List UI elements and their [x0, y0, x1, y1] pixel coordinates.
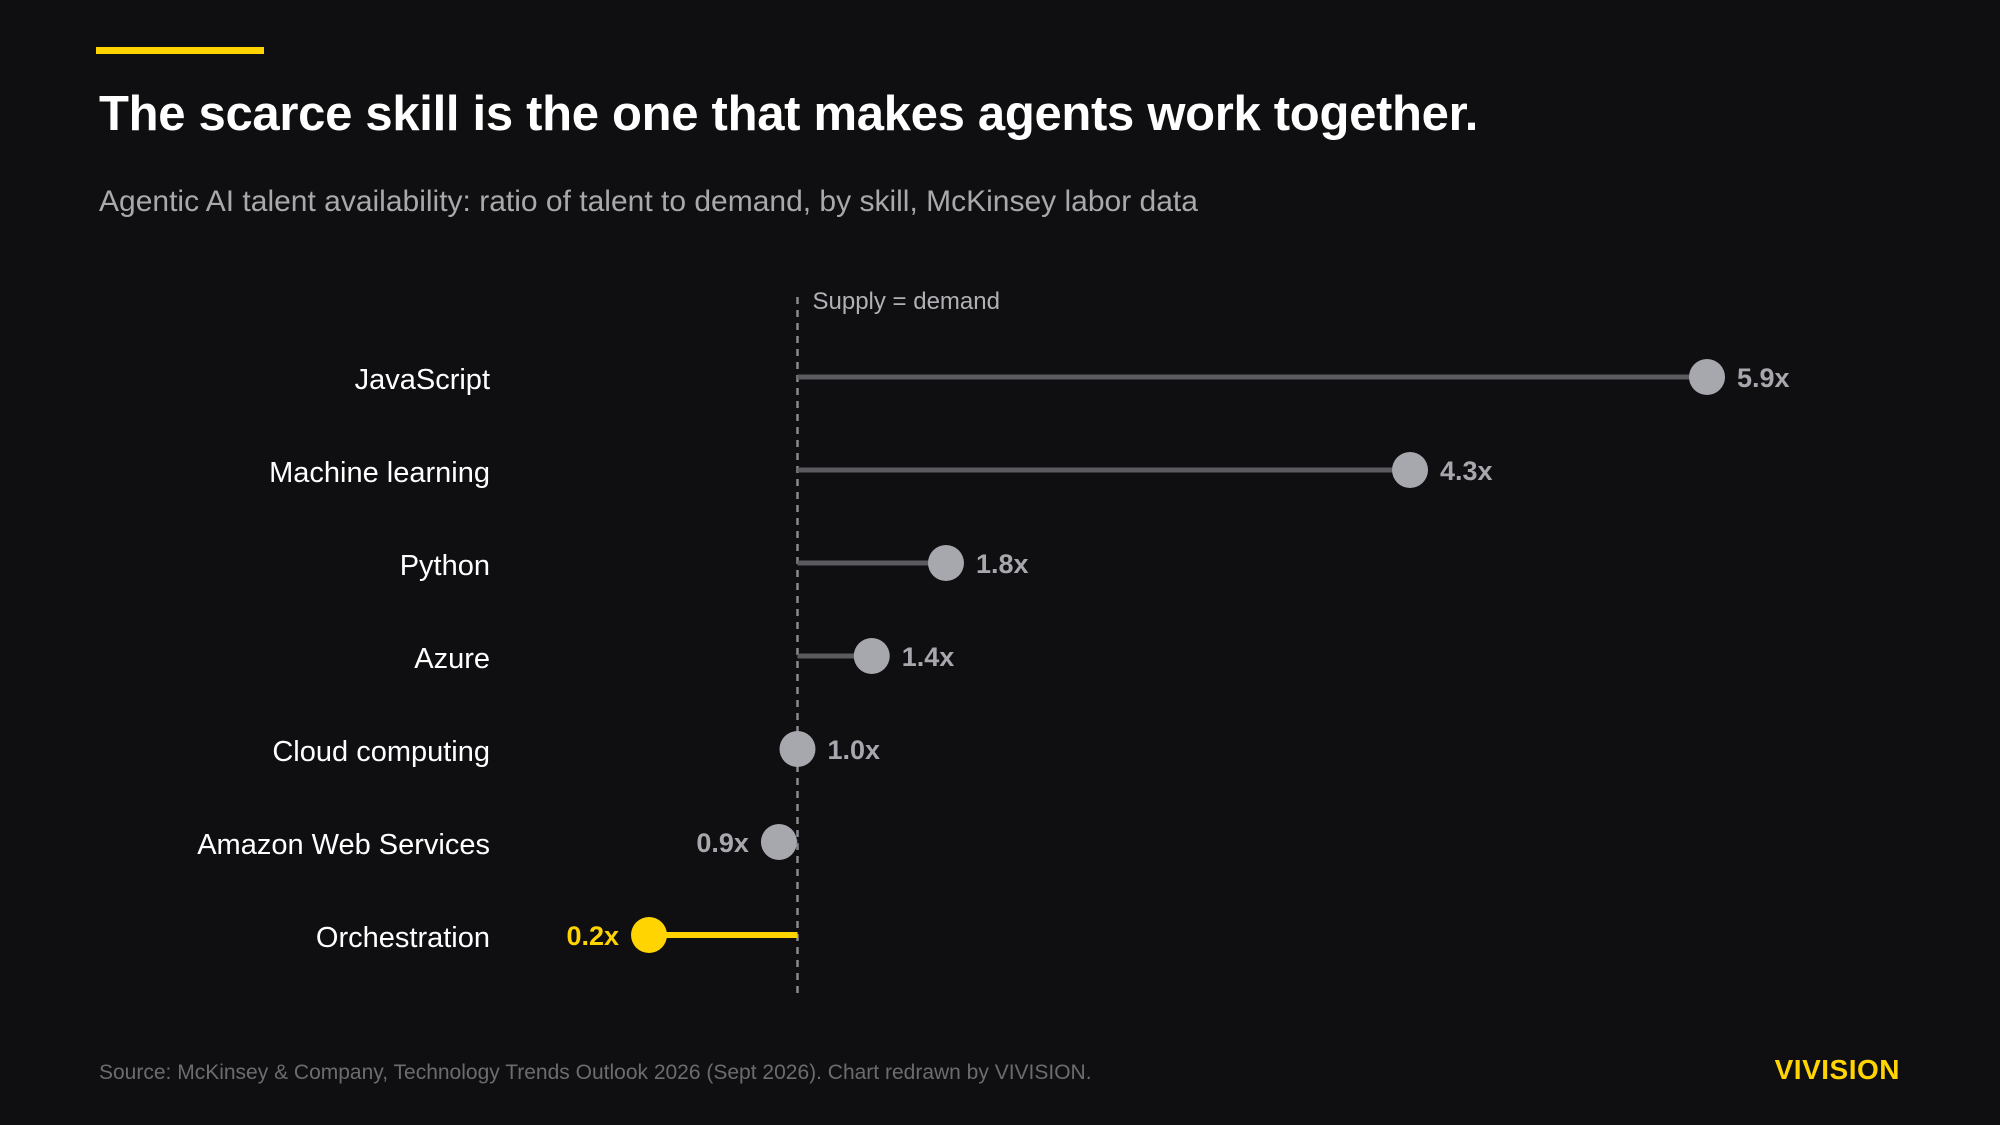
lollipop-dot — [779, 731, 816, 767]
lollipop-dot — [1689, 359, 1725, 395]
category-label: Cloud computing — [272, 736, 490, 768]
value-label: 0.9x — [696, 828, 749, 858]
lollipop-dot — [1392, 452, 1429, 488]
category-label: Machine learning — [269, 457, 490, 489]
accent-bar — [96, 47, 264, 54]
category-label: Orchestration — [316, 922, 490, 954]
category-label: Amazon Web Services — [197, 829, 490, 861]
lollipop-dot — [853, 638, 890, 674]
value-label: 1.8x — [976, 549, 1029, 579]
value-label: 1.4x — [902, 642, 955, 672]
lollipop-dot — [631, 917, 667, 953]
category-label: Azure — [414, 643, 490, 675]
chart-title: The scarce skill is the one that makes a… — [99, 87, 1479, 141]
category-label: JavaScript — [355, 364, 490, 396]
brand-logo: VIVISION — [1774, 1054, 1900, 1085]
value-label: 5.9x — [1737, 363, 1790, 393]
reference-line-label: Supply = demand — [812, 288, 999, 315]
chart-subtitle: Agentic AI talent availability: ratio of… — [99, 185, 1198, 218]
lollipop-dot — [927, 545, 964, 581]
value-label: 1.0x — [827, 735, 880, 765]
value-label: 4.3x — [1440, 456, 1493, 486]
value-label: 0.2x — [566, 921, 619, 951]
category-label: Python — [400, 550, 490, 582]
source-note: Source: McKinsey & Company, Technology T… — [99, 1061, 1092, 1084]
lollipop-dot — [760, 824, 797, 860]
